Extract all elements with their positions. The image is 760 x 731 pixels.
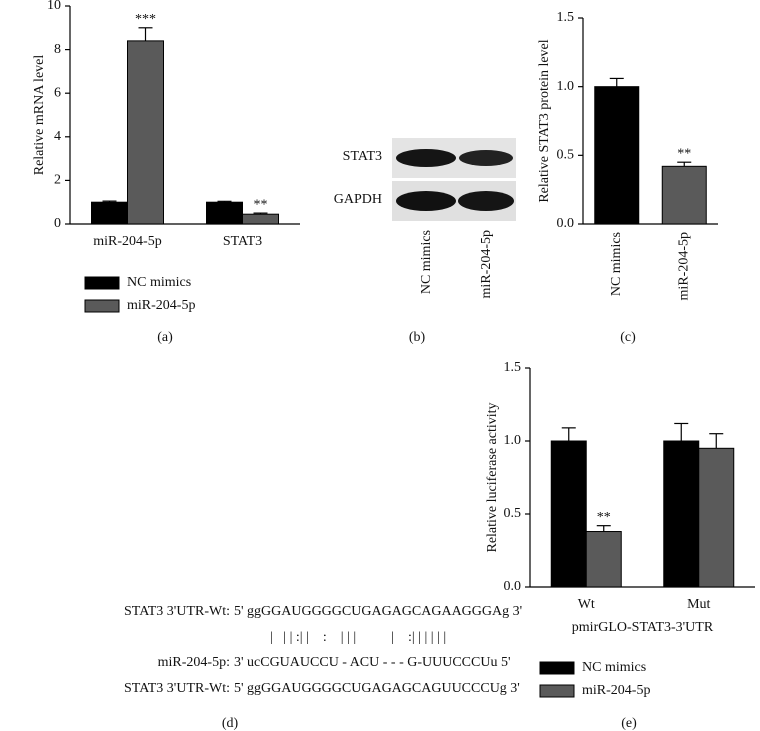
legend-label: miR-204-5p — [582, 683, 650, 698]
y-tick-label: 0.0 — [557, 216, 575, 231]
sequence: 3' ucCGUAUCCU - ACU - - - G-UUUCCCUu 5' — [234, 655, 511, 670]
y-tick-label: 0.5 — [557, 148, 575, 163]
significance: ** — [254, 197, 268, 212]
bar — [585, 531, 622, 588]
y-tick-label: 1.5 — [504, 360, 522, 375]
blot-band — [396, 149, 456, 167]
y-tick-label: 0 — [54, 216, 61, 231]
legend-label: miR-204-5p — [127, 298, 195, 313]
y-tick-label: 10 — [47, 0, 61, 13]
bar — [698, 447, 735, 588]
y-axis-label: Relative STAT3 protein level — [537, 39, 552, 202]
bar — [663, 440, 700, 588]
y-tick-label: 0.5 — [504, 506, 522, 521]
pairing: | | | :| | : | | | | :| | | | | | — [270, 630, 446, 645]
blot-band — [459, 150, 513, 166]
bar — [206, 201, 243, 225]
blot-band — [396, 191, 456, 211]
x-axis-label: pmirGLO-STAT3-3'UTR — [572, 620, 714, 635]
blot-band — [458, 191, 514, 211]
sequence-label: STAT3 3'UTR-Wt: — [124, 604, 230, 619]
significance: *** — [135, 12, 156, 27]
western-blot — [392, 138, 516, 221]
legend-swatch — [539, 661, 575, 675]
y-tick-label: 6 — [54, 85, 61, 100]
panel-caption: (a) — [157, 330, 173, 345]
bar — [594, 86, 640, 225]
x-tick-label: Mut — [687, 597, 710, 612]
y-axis-label: Relative mRNA level — [32, 55, 47, 176]
panel-caption: (d) — [222, 716, 239, 731]
significance: ** — [677, 146, 691, 161]
x-tick-label: miR-204-5p — [676, 232, 691, 300]
y-tick-label: 1.0 — [504, 433, 522, 448]
legend-swatch — [539, 684, 575, 698]
y-tick-label: 0.0 — [504, 579, 522, 594]
blot-row-label: STAT3 — [343, 149, 382, 164]
y-tick-label: 1.0 — [557, 79, 575, 94]
legend-swatch — [84, 299, 120, 313]
sequence: 5' ggGGAUGGGGCUGAGAGCAGAAGGGAg 3' — [234, 604, 522, 619]
legend-label: NC mimics — [582, 660, 646, 675]
bar — [242, 213, 279, 225]
y-axis-label: Relative luciferase activity — [485, 402, 500, 552]
blot-lane-label: NC mimics — [419, 230, 434, 294]
bar — [550, 440, 587, 588]
panel-caption: (b) — [409, 330, 426, 345]
sequence-label: miR-204-5p: — [158, 655, 230, 670]
y-tick-label: 4 — [54, 129, 61, 144]
sequence-label: STAT3 3'UTR-Wt: — [124, 681, 230, 696]
panel-caption: (c) — [620, 330, 636, 345]
panel-caption: (e) — [621, 716, 637, 731]
bar — [661, 165, 707, 225]
bar — [91, 201, 128, 225]
x-tick-label: miR-204-5p — [93, 234, 161, 249]
y-tick-label: 1.5 — [557, 10, 575, 25]
legend-swatch — [84, 276, 120, 290]
legend-label: NC mimics — [127, 275, 191, 290]
blot-row-label: GAPDH — [334, 192, 382, 207]
x-tick-label: STAT3 — [223, 234, 262, 249]
y-tick-label: 2 — [54, 173, 61, 188]
y-tick-label: 8 — [54, 42, 61, 57]
x-tick-label: NC mimics — [609, 232, 624, 296]
bar — [127, 40, 164, 225]
blot-lane-label: miR-204-5p — [479, 230, 494, 298]
x-tick-label: Wt — [578, 597, 595, 612]
significance: ** — [597, 510, 611, 525]
sequence: 5' ggGGAUGGGGCUGAGAGCAGUUCCCUg 3' — [234, 681, 520, 696]
